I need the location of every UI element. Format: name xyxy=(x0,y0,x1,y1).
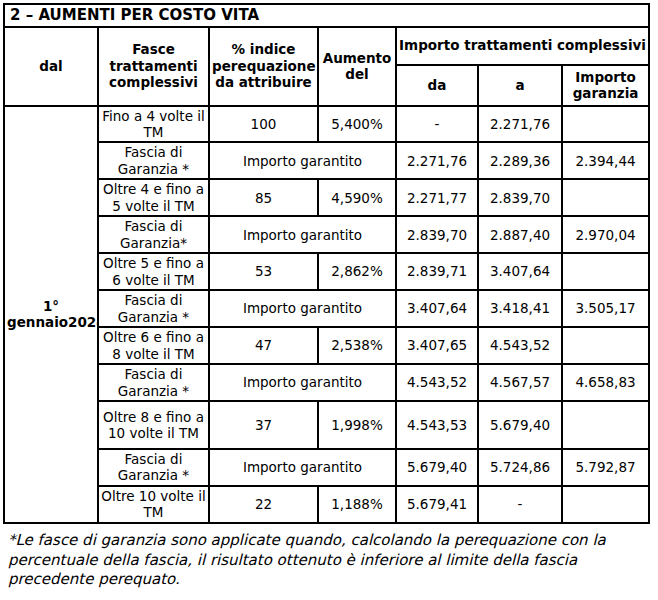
table-title: 2 – AUMENTI PER COSTO VITA xyxy=(4,4,649,27)
col-header-a: a xyxy=(478,65,562,106)
fascia-cell: Fino a 4 volte il TM xyxy=(98,106,209,143)
garanzia-cell xyxy=(562,179,649,216)
garanzia-cell xyxy=(562,401,649,449)
fascia-cell: Fascia di Garanzia * xyxy=(98,290,209,327)
garanzia-cell: 2.394,44 xyxy=(562,142,649,179)
da-cell: 5.679,40 xyxy=(396,449,478,486)
table-row: Fascia di Garanzia *Importo garantito4.5… xyxy=(4,364,649,401)
col-header-aumento-del: Aumento del xyxy=(318,27,396,106)
col-header-pct-indice: % indice perequazione da attribuire xyxy=(209,27,318,106)
da-cell: 2.271,76 xyxy=(396,142,478,179)
da-cell: 2.839,70 xyxy=(396,216,478,253)
a-cell: - xyxy=(478,486,562,523)
dal-line1: 1° xyxy=(7,298,95,314)
importo-garantito-cell: Importo garantito xyxy=(209,449,396,486)
table-row: Oltre 4 e fino a 5 volte il TM854,590%2.… xyxy=(4,179,649,216)
table-row: Oltre 6 e fino a 8 volte il TM472,538%3.… xyxy=(4,327,649,364)
a-cell: 2.289,36 xyxy=(478,142,562,179)
document-page: 2 – AUMENTI PER COSTO VITA dal Fasce tra… xyxy=(0,0,658,600)
table-title-row: 2 – AUMENTI PER COSTO VITA xyxy=(4,4,649,27)
da-cell: - xyxy=(396,106,478,143)
a-cell: 2.271,76 xyxy=(478,106,562,143)
importo-garantito-cell: Importo garantito xyxy=(209,364,396,401)
col-header-fasce: Fasce trattamenti complessivi xyxy=(98,27,209,106)
garanzia-cell xyxy=(562,327,649,364)
table-row: Oltre 8 e fino a 10 volte il TM371,998%4… xyxy=(4,401,649,449)
aumento-cell: 2,538% xyxy=(318,327,396,364)
a-cell: 3.418,41 xyxy=(478,290,562,327)
header-row-top: dal Fasce trattamenti complessivi % indi… xyxy=(4,27,649,65)
garanzia-cell: 3.505,17 xyxy=(562,290,649,327)
a-cell: 3.407,64 xyxy=(478,253,562,290)
pct-indice-cell: 53 xyxy=(209,253,318,290)
fascia-cell: Oltre 10 volte il TM xyxy=(98,486,209,523)
garanzia-cell xyxy=(562,486,649,523)
table-row: 1°gennaio2024Fino a 4 volte il TM1005,40… xyxy=(4,106,649,143)
col-header-importo-garanzia: Importo garanzia xyxy=(562,65,649,106)
dal-value-cell: 1°gennaio2024 xyxy=(4,106,98,523)
da-cell: 2.839,71 xyxy=(396,253,478,290)
table-row: Fascia di Garanzia *Importo garantito3.4… xyxy=(4,290,649,327)
aumento-cell: 1,998% xyxy=(318,401,396,449)
da-cell: 4.543,52 xyxy=(396,364,478,401)
table-row: Fascia di Garanzia*Importo garantito2.83… xyxy=(4,216,649,253)
pct-indice-cell: 37 xyxy=(209,401,318,449)
table-row: Fascia di Garanzia *Importo garantito2.2… xyxy=(4,142,649,179)
a-cell: 4.543,52 xyxy=(478,327,562,364)
fascia-cell: Oltre 6 e fino a 8 volte il TM xyxy=(98,327,209,364)
da-cell: 3.407,64 xyxy=(396,290,478,327)
importo-garantito-cell: Importo garantito xyxy=(209,290,396,327)
table-row: Oltre 10 volte il TM221,188%5.679,41- xyxy=(4,486,649,523)
da-cell: 5.679,41 xyxy=(396,486,478,523)
a-cell: 5.679,40 xyxy=(478,401,562,449)
a-cell: 4.567,57 xyxy=(478,364,562,401)
garanzia-cell xyxy=(562,106,649,143)
guarantee-footnote: *Le fasce di garanzia sono applicate qua… xyxy=(8,531,656,590)
a-cell: 5.724,86 xyxy=(478,449,562,486)
aumento-cell: 4,590% xyxy=(318,179,396,216)
importo-garantito-cell: Importo garantito xyxy=(209,216,396,253)
garanzia-cell: 5.792,87 xyxy=(562,449,649,486)
table-row: Fascia di Garanzia *Importo garantito5.6… xyxy=(4,449,649,486)
fascia-cell: Oltre 8 e fino a 10 volte il TM xyxy=(98,401,209,449)
da-cell: 3.407,65 xyxy=(396,327,478,364)
fascia-cell: Fascia di Garanzia * xyxy=(98,364,209,401)
aumento-cell: 5,400% xyxy=(318,106,396,143)
pct-indice-cell: 85 xyxy=(209,179,318,216)
fascia-cell: Oltre 4 e fino a 5 volte il TM xyxy=(98,179,209,216)
garanzia-cell xyxy=(562,253,649,290)
pct-indice-cell: 22 xyxy=(209,486,318,523)
table-row: Oltre 5 e fino a 6 volte il TM532,862%2.… xyxy=(4,253,649,290)
col-header-da: da xyxy=(396,65,478,106)
a-cell: 2.839,70 xyxy=(478,179,562,216)
table-body: 1°gennaio2024Fino a 4 volte il TM1005,40… xyxy=(4,106,649,523)
aumento-cell: 1,188% xyxy=(318,486,396,523)
garanzia-cell: 4.658,83 xyxy=(562,364,649,401)
col-header-dal: dal xyxy=(4,27,98,106)
importo-garantito-cell: Importo garantito xyxy=(209,142,396,179)
fascia-cell: Fascia di Garanzia * xyxy=(98,142,209,179)
da-cell: 4.543,53 xyxy=(396,401,478,449)
garanzia-cell: 2.970,04 xyxy=(562,216,649,253)
fascia-cell: Fascia di Garanzia* xyxy=(98,216,209,253)
a-cell: 2.887,40 xyxy=(478,216,562,253)
col-header-importo-group: Importo trattamenti complessivi xyxy=(396,27,649,65)
dal-line2: gennaio2024 xyxy=(7,314,95,330)
cost-of-living-increase-table: 2 – AUMENTI PER COSTO VITA dal Fasce tra… xyxy=(3,3,650,524)
da-cell: 2.271,77 xyxy=(396,179,478,216)
pct-indice-cell: 47 xyxy=(209,327,318,364)
pct-indice-cell: 100 xyxy=(209,106,318,143)
aumento-cell: 2,862% xyxy=(318,253,396,290)
fascia-cell: Oltre 5 e fino a 6 volte il TM xyxy=(98,253,209,290)
fascia-cell: Fascia di Garanzia * xyxy=(98,449,209,486)
table-header: 2 – AUMENTI PER COSTO VITA dal Fasce tra… xyxy=(4,4,649,106)
